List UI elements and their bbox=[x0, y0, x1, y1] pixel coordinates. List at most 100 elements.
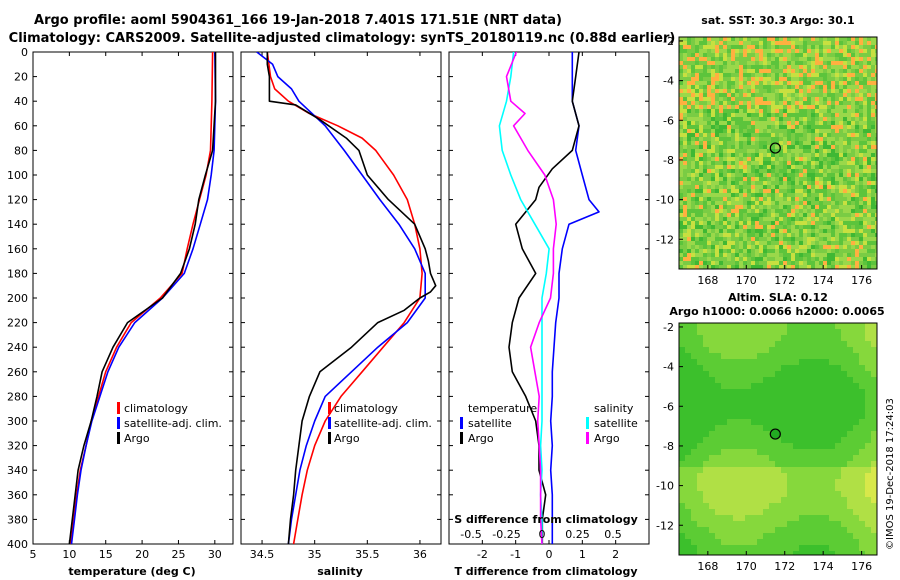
map-cell bbox=[763, 377, 769, 383]
map-cell bbox=[775, 365, 781, 371]
map-cell bbox=[763, 69, 767, 73]
map-cell bbox=[793, 389, 799, 395]
difference-lines bbox=[498, 52, 600, 544]
map-cell bbox=[763, 137, 767, 141]
map-cell bbox=[699, 141, 703, 145]
map-cell bbox=[791, 149, 795, 153]
map-cell bbox=[751, 133, 755, 137]
map-cell bbox=[805, 323, 811, 329]
legend-label-argo: Argo bbox=[334, 432, 360, 445]
map-cell bbox=[823, 253, 827, 257]
legend-swatch-satellite bbox=[117, 417, 120, 429]
map-cell bbox=[719, 109, 723, 113]
map-cell bbox=[727, 389, 733, 395]
map-cell bbox=[715, 425, 721, 431]
map-cell bbox=[709, 353, 715, 359]
map-cell bbox=[779, 173, 783, 177]
map-cell bbox=[763, 117, 767, 121]
map-cell bbox=[835, 521, 841, 527]
map-cell bbox=[767, 93, 771, 97]
map-cell bbox=[743, 197, 747, 201]
map-cell bbox=[851, 173, 855, 177]
map-cell bbox=[799, 81, 803, 85]
map-cell bbox=[723, 77, 727, 81]
map-cell bbox=[679, 69, 683, 73]
map-cell bbox=[699, 101, 703, 105]
map-cell bbox=[795, 141, 799, 145]
map-cell bbox=[751, 449, 757, 455]
map-cell bbox=[871, 491, 877, 497]
map-cell bbox=[691, 109, 695, 113]
map-cell bbox=[847, 213, 851, 217]
map-cell bbox=[691, 335, 697, 341]
map-cell bbox=[831, 101, 835, 105]
map-cell bbox=[827, 185, 831, 189]
map-cell bbox=[835, 407, 841, 413]
map-cell bbox=[851, 265, 855, 269]
map-cell bbox=[699, 229, 703, 233]
map-cell bbox=[683, 265, 687, 269]
map-cell bbox=[831, 93, 835, 97]
map-cell bbox=[775, 245, 779, 249]
map-cell bbox=[863, 221, 867, 225]
map-cell bbox=[781, 437, 787, 443]
map-cell bbox=[687, 213, 691, 217]
map-cell bbox=[743, 241, 747, 245]
map-cell bbox=[779, 109, 783, 113]
map-cell bbox=[847, 241, 851, 245]
map-cell bbox=[865, 329, 871, 335]
map-cell bbox=[711, 201, 715, 205]
map-cell bbox=[715, 41, 719, 45]
map-cell bbox=[735, 93, 739, 97]
map-cell bbox=[703, 353, 709, 359]
map-cell bbox=[867, 173, 871, 177]
map-cell bbox=[831, 133, 835, 137]
map-cell bbox=[721, 509, 727, 515]
map-cell bbox=[839, 45, 843, 49]
map-cell bbox=[807, 85, 811, 89]
map-cell bbox=[871, 545, 877, 551]
map-cell bbox=[679, 97, 683, 101]
salinity-xlabel: salinity bbox=[317, 565, 363, 578]
map-cell bbox=[839, 53, 843, 57]
map-cell bbox=[851, 261, 855, 265]
map-cell bbox=[763, 153, 767, 157]
map-cell bbox=[731, 189, 735, 193]
map-cell bbox=[763, 49, 767, 53]
map-cell bbox=[783, 153, 787, 157]
map-cell bbox=[807, 221, 811, 225]
map-cell bbox=[823, 245, 827, 249]
map-cell bbox=[787, 353, 793, 359]
map-cell bbox=[859, 233, 863, 237]
map-cell bbox=[711, 121, 715, 125]
map-cell bbox=[827, 241, 831, 245]
map-cell bbox=[859, 161, 863, 165]
map-cell bbox=[823, 257, 827, 261]
map-cell bbox=[875, 193, 877, 197]
map-cell bbox=[803, 121, 807, 125]
map-cell bbox=[683, 161, 687, 165]
map-cell bbox=[763, 491, 769, 497]
map-cell bbox=[691, 515, 697, 521]
map-cell bbox=[867, 117, 871, 121]
map-cell bbox=[685, 413, 691, 419]
map-cell bbox=[795, 65, 799, 69]
map-cell bbox=[747, 105, 751, 109]
map-cell bbox=[867, 77, 871, 81]
map-cell bbox=[875, 257, 877, 261]
map-cell bbox=[707, 161, 711, 165]
map-cell bbox=[719, 229, 723, 233]
map-cell bbox=[759, 237, 763, 241]
map-cell bbox=[827, 177, 831, 181]
map-cell bbox=[731, 109, 735, 113]
map-cell bbox=[687, 233, 691, 237]
map-cell bbox=[817, 551, 823, 555]
map-cell bbox=[811, 41, 815, 45]
map-cell bbox=[707, 49, 711, 53]
map-cell bbox=[683, 189, 687, 193]
map-cell bbox=[739, 137, 743, 141]
map-cell bbox=[859, 413, 865, 419]
map-cell bbox=[839, 169, 843, 173]
map-cell bbox=[829, 359, 835, 365]
map-cell bbox=[697, 527, 703, 533]
